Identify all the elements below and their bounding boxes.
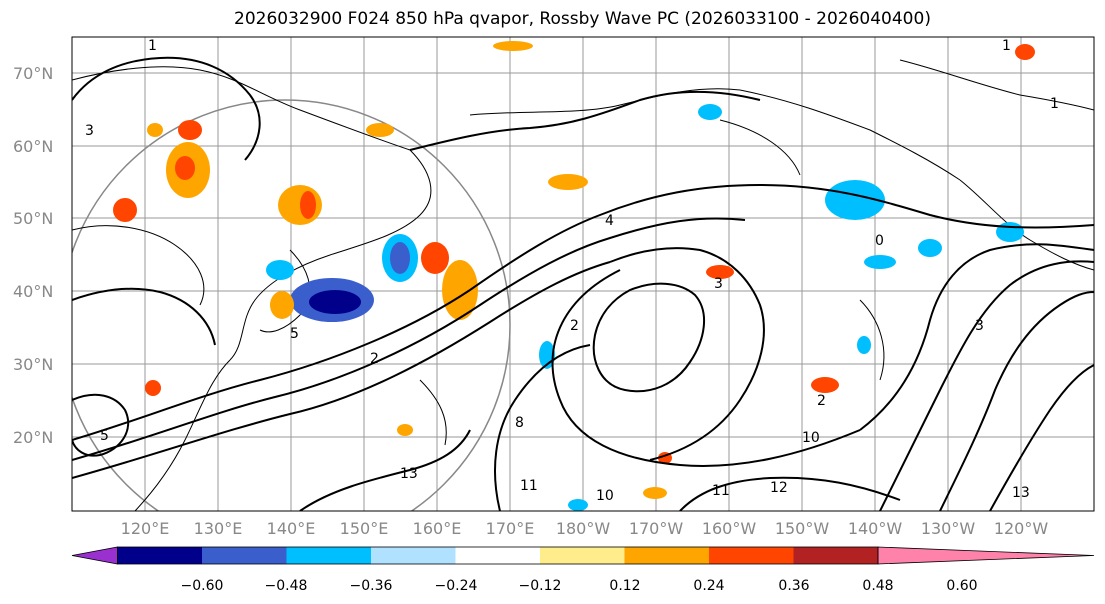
- contour-label: 13: [1012, 485, 1030, 501]
- colorbar-tick-label: 0.36: [778, 578, 809, 594]
- colorbar-segment: [371, 547, 456, 564]
- reference-circle: [72, 99, 511, 511]
- contour-label: 1: [1050, 96, 1059, 112]
- lon-label: 130°E: [194, 519, 243, 538]
- longitude-labels: 120°E 130°E 140°E 150°E 160°E 170°E 180°…: [121, 519, 1049, 538]
- coastlines: [72, 59, 1094, 511]
- lon-label: 170°E: [486, 519, 535, 538]
- colorbar-tick-label: −0.36: [350, 578, 393, 594]
- lon-label: 160°W: [702, 519, 757, 538]
- qvapor-anomalies: [113, 41, 1035, 511]
- contour-label: 3: [85, 123, 94, 139]
- contour-label: 5: [290, 326, 299, 342]
- contour-label: 1: [1002, 38, 1011, 54]
- lat-label: 60°N: [13, 137, 53, 156]
- lon-label: 160°E: [413, 519, 462, 538]
- contour-lines: [72, 56, 1094, 511]
- colorbar-ticks: −0.60 −0.48 −0.36 −0.24 −0.12 0.12 0.24 …: [181, 578, 978, 594]
- contour-label: 0: [875, 233, 884, 249]
- contour-label: 1: [148, 38, 157, 54]
- colorbar-segment: [540, 547, 625, 564]
- contour-label: 3: [714, 276, 723, 292]
- map-frame: [71, 36, 1095, 512]
- lat-label: 70°N: [13, 64, 53, 83]
- contour-label: 11: [712, 483, 730, 499]
- lat-label: 50°N: [13, 209, 53, 228]
- contour-label: 3: [975, 318, 984, 334]
- colorbar-segment: [709, 547, 794, 564]
- contour-label: 2: [817, 393, 826, 409]
- colorbar-extend-low: [71, 546, 118, 565]
- contour-label: 8: [515, 415, 524, 431]
- colorbar-tick-label: −0.48: [265, 578, 308, 594]
- lon-label: 140°W: [848, 519, 903, 538]
- contour-label: 4: [605, 213, 614, 229]
- colorbar-tick-label: −0.12: [519, 578, 562, 594]
- lat-label: 40°N: [13, 282, 53, 301]
- latitude-labels: 70°N 60°N 50°N 40°N 30°N 20°N: [13, 64, 53, 447]
- contour-label: 12: [770, 480, 788, 496]
- colorbar: [71, 546, 1095, 565]
- lon-label: 150°E: [340, 519, 389, 538]
- contour-label: 10: [802, 430, 820, 446]
- lon-label: 170°W: [629, 519, 684, 538]
- colorbar-segment: [455, 547, 541, 564]
- colorbar-tick-label: −0.24: [435, 578, 478, 594]
- contour-label: 2: [570, 318, 579, 334]
- lon-label: 150°W: [775, 519, 830, 538]
- contour-label: 13: [400, 466, 418, 482]
- colorbar-segment: [202, 547, 287, 564]
- contour-label: 11: [520, 478, 538, 494]
- contour-label: 2: [370, 351, 379, 367]
- contour-lines-thin: [72, 119, 885, 446]
- lon-label: 120°E: [121, 519, 170, 538]
- colorbar-tick-label: 0.12: [609, 578, 640, 594]
- lon-label: 140°E: [267, 519, 316, 538]
- contour-labels: 1 3 4 5 2 2 3 0 10 12 13 13 10 8 5 11 11…: [85, 38, 1059, 504]
- colorbar-segment: [624, 547, 710, 564]
- lon-label: 180°W: [556, 519, 611, 538]
- lat-label: 20°N: [13, 428, 53, 447]
- colorbar-segment: [793, 547, 879, 564]
- contour-label: 5: [100, 428, 109, 444]
- map-panel: 1 3 4 5 2 2 3 0 10 12 13 13 10 8 5 11 11…: [72, 37, 1094, 511]
- colorbar-segment: [286, 547, 372, 564]
- colorbar-extend-high: [877, 546, 1095, 565]
- lon-label: 130°W: [921, 519, 976, 538]
- map-title: 2026032900 F024 850 hPa qvapor, Rossby W…: [234, 9, 931, 29]
- colorbar-segment: [117, 547, 203, 564]
- lat-label: 30°N: [13, 355, 53, 374]
- colorbar-tick-label: −0.60: [181, 578, 224, 594]
- colorbar-tick-label: 0.24: [693, 578, 724, 594]
- colorbar-tick-label: 0.60: [946, 578, 977, 594]
- contour-label: 10: [596, 488, 614, 504]
- lon-label: 120°W: [994, 519, 1049, 538]
- colorbar-outline: [117, 546, 879, 565]
- colorbar-tick-label: 0.48: [862, 578, 893, 594]
